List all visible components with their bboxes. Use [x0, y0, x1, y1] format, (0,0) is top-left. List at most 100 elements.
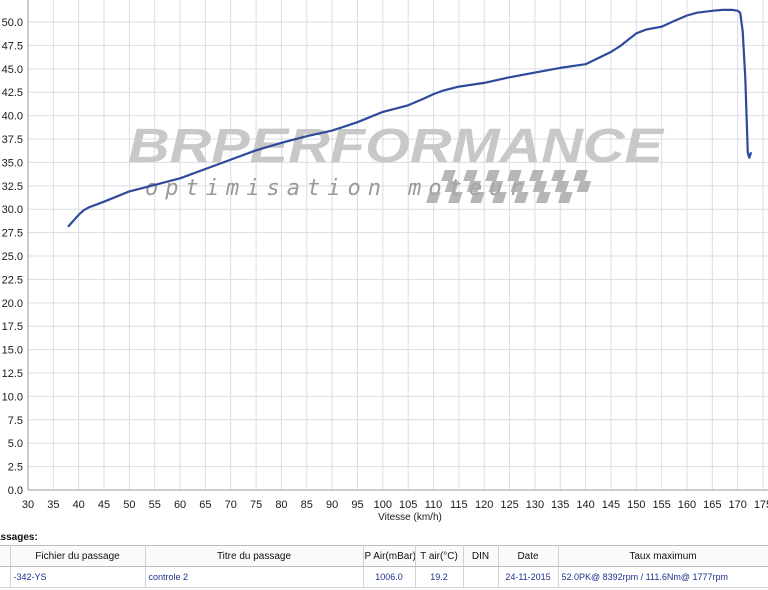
watermark-brand: BRPERFORMANCE	[128, 120, 665, 173]
checkered-flag-icon	[426, 170, 592, 203]
y-tick-label: 22.5	[2, 274, 23, 286]
x-tick-label: 65	[199, 499, 211, 511]
y-tick-label: 30.0	[2, 204, 23, 216]
flag-square	[529, 170, 544, 181]
x-tick-label: 145	[602, 499, 620, 511]
series-line	[67, 8, 752, 228]
grid-lines	[27, 0, 768, 491]
y-tick-label: 12.5	[2, 368, 23, 380]
flag-square	[466, 181, 482, 192]
passages-table: Fichier du passage Titre du passage P Ai…	[0, 545, 768, 588]
x-tick-label: 50	[123, 499, 135, 511]
flag-square	[470, 192, 485, 203]
col-header-tair[interactable]: T air(°C)	[415, 545, 464, 567]
flag-square	[448, 192, 463, 203]
x-tick-label: 70	[225, 499, 237, 511]
x-tick-label: 35	[47, 499, 59, 511]
flag-square	[444, 181, 460, 192]
flag-square	[536, 192, 551, 203]
y-tick-label: 17.5	[2, 321, 23, 333]
y-tick-label: 32.5	[2, 181, 23, 193]
x-tick-label: 175	[754, 499, 768, 511]
flag-square	[507, 170, 522, 181]
y-tick-label: 42.5	[2, 87, 23, 99]
x-axis-ticks: 30 35 40 45 50 55 60 65 70 75 80 85 90 95 100 105 110 115…	[22, 499, 768, 511]
y-tick-label: 50.0	[2, 17, 23, 29]
x-tick-label: 160	[678, 499, 696, 511]
cell-taux: 52.0PK@ 8392rpm / 111.6Nm@ 1777rpm	[558, 566, 768, 588]
y-tick-label: 45.0	[2, 64, 23, 76]
col-header-fichier[interactable]: Fichier du passage	[10, 545, 146, 567]
cell-titre: controle 2	[145, 566, 364, 588]
flag-square	[441, 170, 456, 181]
col-header-taux[interactable]: Taux maximum	[558, 545, 768, 567]
flag-square	[463, 170, 478, 181]
x-tick-label: 85	[301, 499, 313, 511]
passages-panel: assages: Fichier du passage Titre du pas…	[0, 530, 768, 590]
col-header-date[interactable]: Date	[498, 545, 559, 567]
y-tick-label: 20.0	[2, 298, 23, 310]
flag-square	[532, 181, 548, 192]
y-tick-label: 35.0	[2, 157, 23, 169]
x-tick-label: 110	[425, 499, 443, 511]
flag-square	[576, 181, 592, 192]
x-tick-label: 55	[149, 499, 161, 511]
x-tick-label: 155	[652, 499, 670, 511]
flag-square	[573, 170, 588, 181]
x-tick-label: 120	[475, 499, 493, 511]
x-tick-label: 100	[374, 499, 392, 511]
flag-square	[488, 181, 504, 192]
y-axis-ticks: 0.0 2.5 5.0 7.5 10.0 12.5 15.0 17.5 20.0 22.5 25.0…	[2, 17, 23, 497]
cell-pair: 1006.0	[363, 566, 416, 588]
x-tick-label: 40	[73, 499, 85, 511]
x-tick-label: 125	[500, 499, 518, 511]
flag-square	[551, 170, 566, 181]
x-tick-label: 30	[22, 499, 34, 511]
y-tick-label: 27.5	[2, 228, 23, 240]
y-tick-label: 47.5	[2, 40, 23, 52]
flag-square	[558, 192, 573, 203]
flag-square	[485, 170, 500, 181]
x-tick-label: 150	[627, 499, 645, 511]
y-tick-label: 0.0	[8, 485, 23, 497]
series-layer	[67, 8, 752, 228]
y-tick-label: 10.0	[2, 391, 23, 403]
x-tick-label: 130	[526, 499, 544, 511]
y-tick-label: 5.0	[8, 438, 23, 450]
cell-fichier: -342-YS	[10, 566, 146, 588]
flag-square	[514, 192, 529, 203]
x-tick-label: 105	[399, 499, 417, 511]
x-tick-label: 140	[576, 499, 594, 511]
col-header-titre[interactable]: Titre du passage	[145, 545, 364, 567]
x-tick-label: 115	[450, 499, 468, 511]
col-header-pair[interactable]: P Air(mBar)	[363, 545, 416, 567]
passages-title: assages:	[0, 532, 38, 543]
x-tick-label: 60	[174, 499, 186, 511]
col-header-din[interactable]: DIN	[463, 545, 499, 567]
x-tick-label: 75	[250, 499, 262, 511]
y-tick-label: 40.0	[2, 111, 23, 123]
cell-din	[463, 566, 499, 588]
y-tick-label: 15.0	[2, 345, 23, 357]
y-tick-label: 25.0	[2, 251, 23, 263]
x-tick-label: 135	[551, 499, 569, 511]
cell-date: 24-11-2015	[498, 566, 559, 588]
x-tick-label: 95	[351, 499, 363, 511]
flag-square	[492, 192, 507, 203]
y-tick-label: 2.5	[8, 462, 23, 474]
y-tick-label: 7.5	[8, 415, 23, 427]
x-tick-label: 80	[275, 499, 287, 511]
chart-area: BRPERFORMANCE optimisation moteur 0.0 2.5…	[2, 0, 768, 523]
passages-header-row: Fichier du passage Titre du passage P Ai…	[0, 545, 768, 567]
x-tick-label: 165	[703, 499, 721, 511]
cell-select[interactable]	[0, 566, 11, 588]
flag-square	[510, 181, 526, 192]
x-axis-title: Vitesse (km/h)	[378, 512, 442, 523]
col-header-select[interactable]	[0, 545, 11, 567]
cell-tair: 19.2	[415, 566, 464, 588]
y-tick-label: 37.5	[2, 134, 23, 146]
x-tick-label: 170	[728, 499, 746, 511]
flag-square	[426, 192, 441, 203]
brand-watermark: BRPERFORMANCE optimisation moteur	[128, 120, 665, 203]
table-row[interactable]: -342-YS controle 2 1006.0 19.2 24-11-201…	[0, 566, 768, 588]
